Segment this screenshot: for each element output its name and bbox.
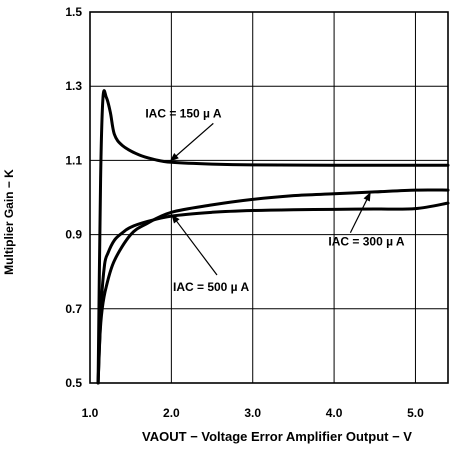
x-tick-label: 1.0 xyxy=(82,406,99,420)
y-tick-label: 0.9 xyxy=(65,228,82,242)
curve-annotations: IAC = 150 µ A IAC = 300 µ A IAC = 500 µ A xyxy=(145,106,405,294)
series-line-2 xyxy=(96,201,450,385)
plot-frame xyxy=(89,11,449,384)
x-tick-label: 2.0 xyxy=(163,406,180,420)
annotation-label: IAC = 150 µ A xyxy=(145,106,222,120)
y-tick-label: 0.5 xyxy=(65,376,82,390)
y-tick-label: 0.7 xyxy=(65,302,82,316)
x-tick-label: 4.0 xyxy=(326,406,343,420)
x-tick-labels: 1.0 2.0 3.0 4.0 5.0 xyxy=(82,406,424,420)
annotation-label: IAC = 500 µ A xyxy=(173,280,250,294)
y-axis-title: Multiplier Gain − K xyxy=(2,169,16,275)
grid-lines xyxy=(90,12,448,383)
y-tick-label: 1.5 xyxy=(65,5,82,19)
arrowhead xyxy=(363,191,371,202)
y-tick-label: 1.3 xyxy=(65,79,82,93)
series-curves xyxy=(96,89,450,385)
annotation-arrow xyxy=(169,122,214,162)
series-line-3 xyxy=(96,188,450,385)
arrowhead xyxy=(171,214,180,224)
x-tick-label: 3.0 xyxy=(244,406,261,420)
annotation-label: IAC = 300 µ A xyxy=(328,235,405,249)
y-tick-labels: 0.5 0.7 0.9 1.1 1.3 1.5 xyxy=(65,5,82,390)
annotation-arrow xyxy=(170,213,218,276)
x-axis-title: VAOUT − Voltage Error Amplifier Output −… xyxy=(142,429,412,444)
y-tick-label: 1.1 xyxy=(65,153,82,167)
series-line-1 xyxy=(96,89,450,385)
arrowhead xyxy=(169,152,179,162)
x-tick-label: 5.0 xyxy=(407,406,424,420)
